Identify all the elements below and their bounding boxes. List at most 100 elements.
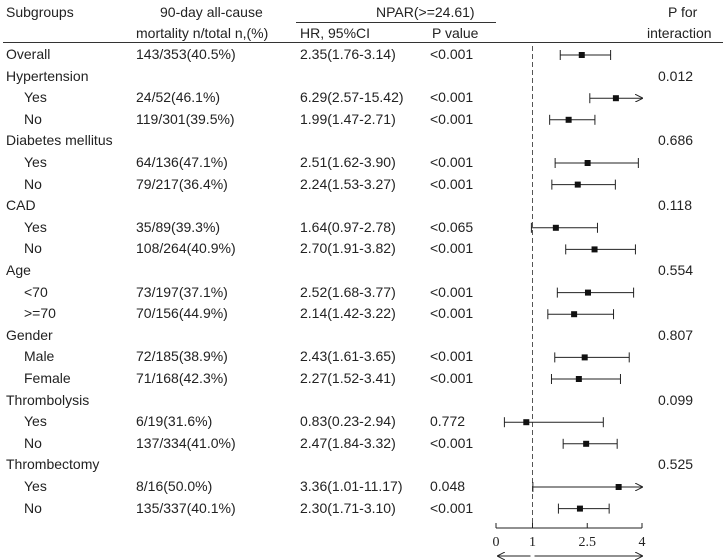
header-underline-npar	[296, 22, 496, 23]
header-mortality-line2: mortality n/total n,(%)	[136, 25, 269, 41]
row-mortality: 73/197(37.1%)	[136, 283, 228, 300]
row-hr-ci: 2.24(1.53-3.27)	[300, 175, 396, 192]
row-mortality: 135/337(40.1%)	[136, 499, 236, 516]
point-estimate	[552, 224, 559, 231]
row-label: Yes	[24, 413, 47, 430]
row-hr-ci: 2.52(1.68-3.77)	[300, 283, 396, 300]
row-hr-ci: 3.36(1.01-11.17)	[300, 478, 403, 494]
row-mortality: 119/301(39.5%)	[136, 110, 235, 127]
row-p-interaction: 0.012	[658, 67, 694, 84]
row-mortality: 79/217(36.4%)	[136, 175, 228, 192]
row-label: No	[24, 434, 42, 451]
row-mortality: 70/156(44.9%)	[136, 305, 228, 322]
row-mortality: 64/136(47.1%)	[136, 154, 228, 170]
x-tick-label: 1	[529, 535, 536, 550]
row-mortality: 108/264(40.9%)	[136, 240, 236, 257]
row-pvalue: <0.001	[430, 305, 474, 322]
row-mortality: 143/353(40.5%)	[136, 46, 236, 62]
row-label: Hypertension	[6, 67, 89, 84]
row-mortality: 35/89(39.3%)	[136, 218, 221, 235]
row-pvalue: <0.001	[430, 89, 474, 106]
row-p-interaction: 0.554	[658, 262, 694, 278]
point-estimate	[578, 52, 585, 58]
row-pvalue: <0.001	[430, 110, 474, 127]
row-label: Overall	[6, 46, 51, 62]
x-tick-label: 0	[493, 535, 500, 550]
row-p-interaction: 0.686	[658, 132, 694, 149]
row-mortality: 24/52(46.1%)	[136, 89, 221, 106]
point-estimate	[612, 95, 619, 102]
header-rule	[3, 42, 723, 43]
row-pvalue: <0.001	[430, 175, 474, 192]
row-label: No	[24, 240, 42, 257]
row-label: Yes	[24, 218, 47, 235]
row-label: Female	[24, 370, 71, 386]
row-pvalue: <0.001	[430, 370, 474, 386]
header-mortality-line1: 90-day all-cause	[160, 4, 263, 20]
point-estimate	[581, 354, 588, 361]
row-pvalue: <0.001	[430, 46, 474, 62]
point-estimate	[615, 484, 622, 490]
row-pvalue: 0.048	[430, 478, 466, 494]
row-label: Thrombolysis	[6, 391, 90, 408]
row-hr-ci: 2.47(1.84-3.32)	[300, 434, 396, 451]
row-mortality: 6/19(31.6%)	[136, 413, 213, 430]
row-hr-ci: 2.43(1.61-3.65)	[300, 348, 396, 365]
row-p-interaction: 0.118	[658, 197, 692, 214]
row-label: No	[24, 110, 42, 127]
point-estimate	[523, 419, 530, 426]
header-pint-line1: P for	[668, 4, 698, 20]
row-hr-ci: 1.99(1.47-2.71)	[300, 110, 396, 127]
row-hr-ci: 2.14(1.42-3.22)	[300, 305, 396, 322]
row-label: Yes	[24, 478, 47, 494]
row-p-interaction: 0.099	[658, 391, 694, 408]
row-pvalue: <0.001	[430, 434, 474, 451]
row-label: No	[24, 499, 42, 516]
point-estimate	[571, 311, 578, 318]
row-label: Gender	[6, 326, 53, 343]
row-pvalue: <0.001	[430, 240, 474, 257]
header-pint-line2: interaction	[647, 25, 712, 41]
header-npar: NPAR(>=24.61)	[376, 4, 475, 20]
row-label: Age	[6, 262, 31, 278]
point-estimate	[575, 376, 582, 382]
point-estimate	[565, 116, 572, 123]
row-pvalue: <0.001	[430, 348, 474, 365]
row-label: Diabetes mellitus	[6, 132, 113, 149]
row-label: No	[24, 175, 42, 192]
x-tick-label: 4	[639, 535, 646, 550]
row-hr-ci: 1.64(0.97-2.78)	[300, 218, 396, 235]
row-mortality: 72/185(38.9%)	[136, 348, 228, 365]
row-hr-ci: 2.27(1.52-3.41)	[300, 370, 396, 386]
row-mortality: 137/334(41.0%)	[136, 434, 236, 451]
point-estimate	[584, 289, 591, 296]
row-pvalue: 0.772	[430, 413, 466, 430]
row-label: <70	[24, 283, 48, 300]
point-estimate	[574, 181, 581, 188]
row-label: >=70	[24, 305, 56, 322]
header-hr: HR, 95%CI	[300, 25, 371, 41]
row-hr-ci: 2.70(1.91-3.82)	[300, 240, 396, 257]
row-pvalue: <0.001	[430, 283, 474, 300]
row-pvalue: <0.001	[430, 499, 474, 516]
row-hr-ci: 2.51(1.62-3.90)	[300, 154, 396, 170]
row-label: Thrombectomy	[6, 456, 100, 473]
point-estimate	[576, 505, 583, 512]
point-estimate	[584, 160, 591, 166]
row-label: Yes	[24, 89, 47, 106]
x-tick-label: 2.5	[579, 535, 597, 550]
row-p-interaction: 0.807	[658, 326, 694, 343]
row-mortality: 8/16(50.0%)	[136, 478, 213, 494]
row-label: Yes	[24, 154, 47, 170]
row-hr-ci: 6.29(2.57-15.42)	[300, 89, 404, 106]
row-label: CAD	[6, 197, 36, 214]
point-estimate	[583, 440, 590, 447]
header-pvalue: P value	[432, 25, 479, 41]
row-mortality: 71/168(42.3%)	[136, 370, 228, 386]
header-subgroups: Subgroups	[6, 4, 74, 20]
row-hr-ci: 2.30(1.71-3.10)	[300, 499, 396, 516]
row-p-interaction: 0.525	[658, 456, 694, 473]
point-estimate	[591, 246, 598, 253]
row-pvalue: <0.065	[430, 218, 474, 235]
